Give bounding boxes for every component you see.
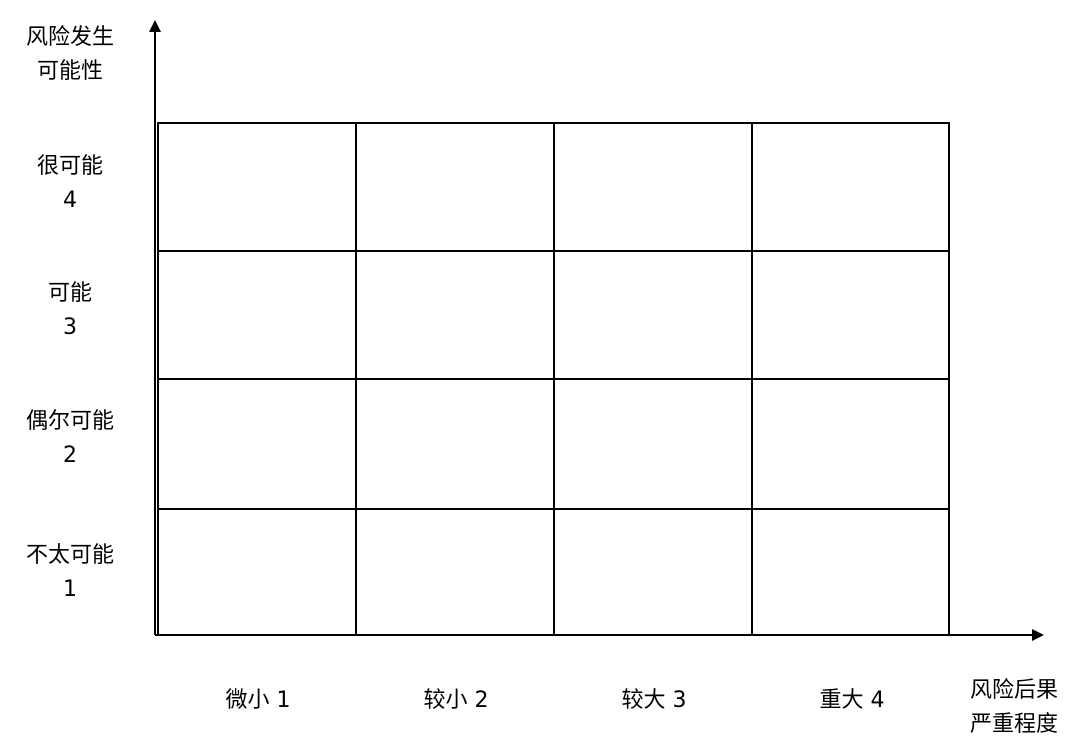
row-label-name: 偶尔可能 <box>25 409 114 434</box>
matrix-grid <box>157 122 950 636</box>
x-axis-title: 风险后果 严重程度 <box>955 674 1073 742</box>
column-label-small: 较小 2 <box>423 688 489 713</box>
y-axis-title: 风险发生 可能性 <box>6 21 134 89</box>
row-label-value: 2 <box>63 443 77 468</box>
row-label-likely: 很可能 4 <box>6 150 134 218</box>
row-label-value: 1 <box>63 577 77 602</box>
y-axis-title-line-1: 风险发生 <box>25 25 114 50</box>
row-label-value: 4 <box>63 188 77 213</box>
column-label-major: 重大 4 <box>819 688 885 713</box>
y-axis-title-line-2: 可能性 <box>36 59 103 84</box>
row-label-name: 可能 <box>47 281 92 306</box>
row-label-name: 很可能 <box>36 154 103 179</box>
row-label-name: 不太可能 <box>25 543 114 568</box>
x-axis-title-line-2: 严重程度 <box>969 712 1058 737</box>
column-label-large: 较大 3 <box>621 688 687 713</box>
column-label-minor: 微小 1 <box>225 688 291 713</box>
row-label-possible: 可能 3 <box>6 277 134 345</box>
row-label-unlikely: 不太可能 1 <box>6 539 134 607</box>
row-label-occasional: 偶尔可能 2 <box>6 405 134 473</box>
x-axis-title-line-1: 风险后果 <box>969 678 1058 703</box>
row-label-value: 3 <box>63 315 77 340</box>
